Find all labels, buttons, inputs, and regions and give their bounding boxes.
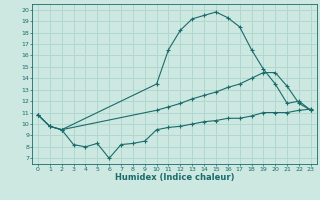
X-axis label: Humidex (Indice chaleur): Humidex (Indice chaleur) [115, 173, 234, 182]
